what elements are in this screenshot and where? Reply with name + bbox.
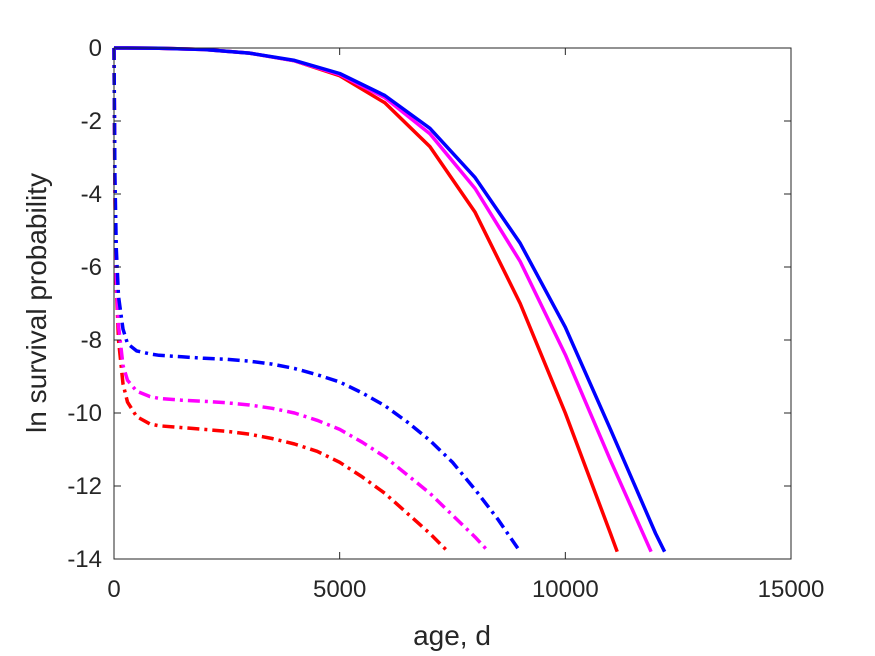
y-tick-label-8: -14	[67, 546, 102, 573]
y-tick-label-6: -10	[67, 400, 102, 427]
y-tick-label-4: -6	[81, 254, 102, 281]
x-axis-label: age, d	[413, 620, 491, 651]
series-layer	[112, 46, 667, 553]
series-line-6	[112, 47, 522, 553]
series-line-5	[112, 47, 490, 553]
y-tick-label-3: -4	[81, 181, 102, 208]
plot-area	[114, 48, 791, 559]
y-tick-label-5: -8	[81, 327, 102, 354]
series-line-4	[112, 47, 450, 553]
y-tick-label-7: -12	[67, 473, 102, 500]
plot-frame	[113, 47, 792, 560]
x-tick-label-1: 0	[107, 576, 120, 603]
x-tick-label-2: 5000	[313, 576, 366, 603]
tick-layer: 0 5000 10000 15000 0 -2 -4 -6 -8 -10 -12 -14	[67, 35, 824, 603]
y-axis-label: ln survival probability	[21, 173, 52, 433]
x-tick-label-4: 15000	[758, 576, 825, 603]
y-tick-label-2: -2	[81, 108, 102, 135]
series-line-3	[113, 46, 667, 553]
y-tick-label-1: 0	[89, 35, 102, 62]
x-tick-label-3: 10000	[532, 576, 599, 603]
